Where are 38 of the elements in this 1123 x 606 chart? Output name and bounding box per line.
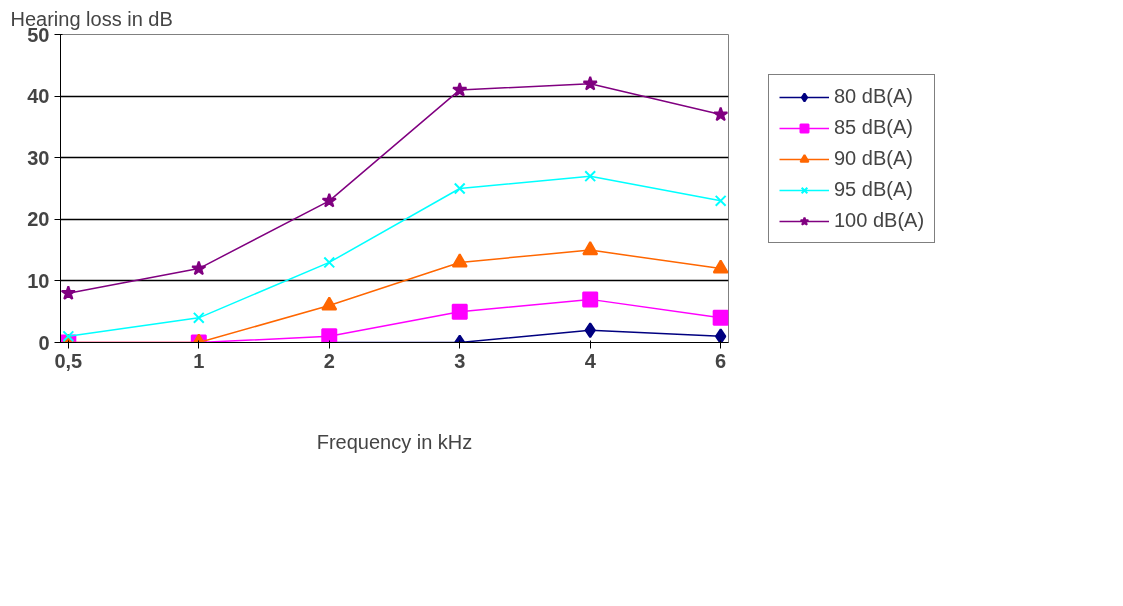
point [321, 192, 337, 208]
point [451, 303, 468, 320]
y-tick-label: 10 [27, 269, 50, 292]
point [714, 194, 727, 207]
point [584, 170, 597, 183]
point [321, 296, 338, 311]
point [582, 291, 599, 308]
x-tick-label: 1 [193, 349, 205, 372]
point [715, 328, 727, 343]
point [451, 253, 468, 268]
y-tick-label: 30 [27, 146, 50, 169]
y-tick-label: 0 [38, 331, 50, 354]
x-axis-title: Frequency in kHz [316, 430, 473, 453]
x-tick-label: 6 [715, 349, 727, 372]
point [321, 328, 338, 343]
y-tick-label: 20 [27, 208, 50, 231]
legend-label: 100 dB(A) [834, 209, 925, 232]
point [712, 259, 729, 274]
point [323, 256, 336, 269]
x-tick-label: 2 [323, 349, 335, 372]
point [60, 285, 76, 300]
point [584, 322, 596, 339]
point [452, 81, 468, 97]
y-tick-label: 40 [27, 85, 50, 108]
legend-label: 95 dB(A) [834, 178, 913, 201]
x-tick-label: 0,5 [54, 349, 83, 372]
x-tick-label: 3 [454, 349, 466, 372]
point [713, 106, 729, 122]
legend-label: 85 dB(A) [834, 116, 913, 139]
x-tick-label: 4 [584, 349, 597, 372]
point [192, 311, 205, 324]
legend-label: 90 dB(A) [834, 147, 913, 170]
point [582, 241, 599, 256]
legend-label: 80 dB(A) [834, 85, 913, 108]
point [453, 182, 466, 195]
point [712, 309, 729, 326]
point [582, 75, 598, 91]
point [191, 260, 207, 276]
